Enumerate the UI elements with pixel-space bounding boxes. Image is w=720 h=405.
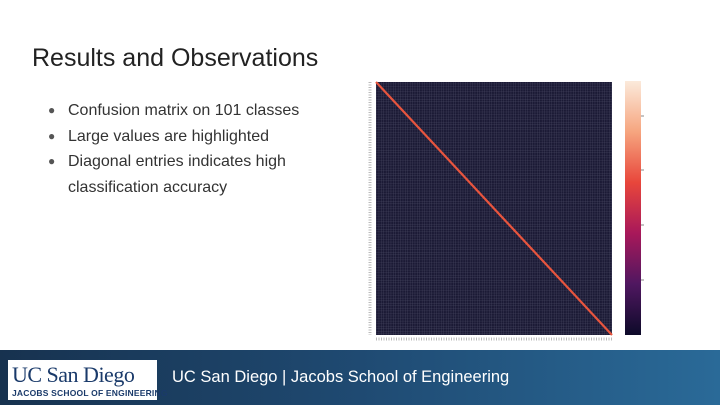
heatmap-diagonal [375, 81, 613, 336]
logo: UC San Diego JACOBS SCHOOL OF ENGINEERIN… [8, 360, 167, 400]
bullet: Confusion matrix on 101 classes [48, 98, 338, 124]
colorbar-ticks [641, 115, 644, 281]
bullet: Diagonal entries indicates high classifi… [48, 149, 338, 200]
footer-text: UC San Diego | Jacobs School of Engineer… [172, 368, 510, 386]
logo-name: UC San Diego [12, 362, 135, 387]
colorbar [625, 81, 641, 335]
footer-band: UC San Diego JACOBS SCHOOL OF ENGINEERIN… [0, 350, 720, 405]
confusion-matrix-image [368, 81, 644, 341]
bullet-list: Confusion matrix on 101 classesLarge val… [48, 98, 338, 200]
logo-school: JACOBS SCHOOL OF ENGINEERING [12, 388, 168, 398]
slide-title: Results and Observations [32, 44, 319, 72]
bullet: Large values are highlighted [48, 124, 338, 150]
